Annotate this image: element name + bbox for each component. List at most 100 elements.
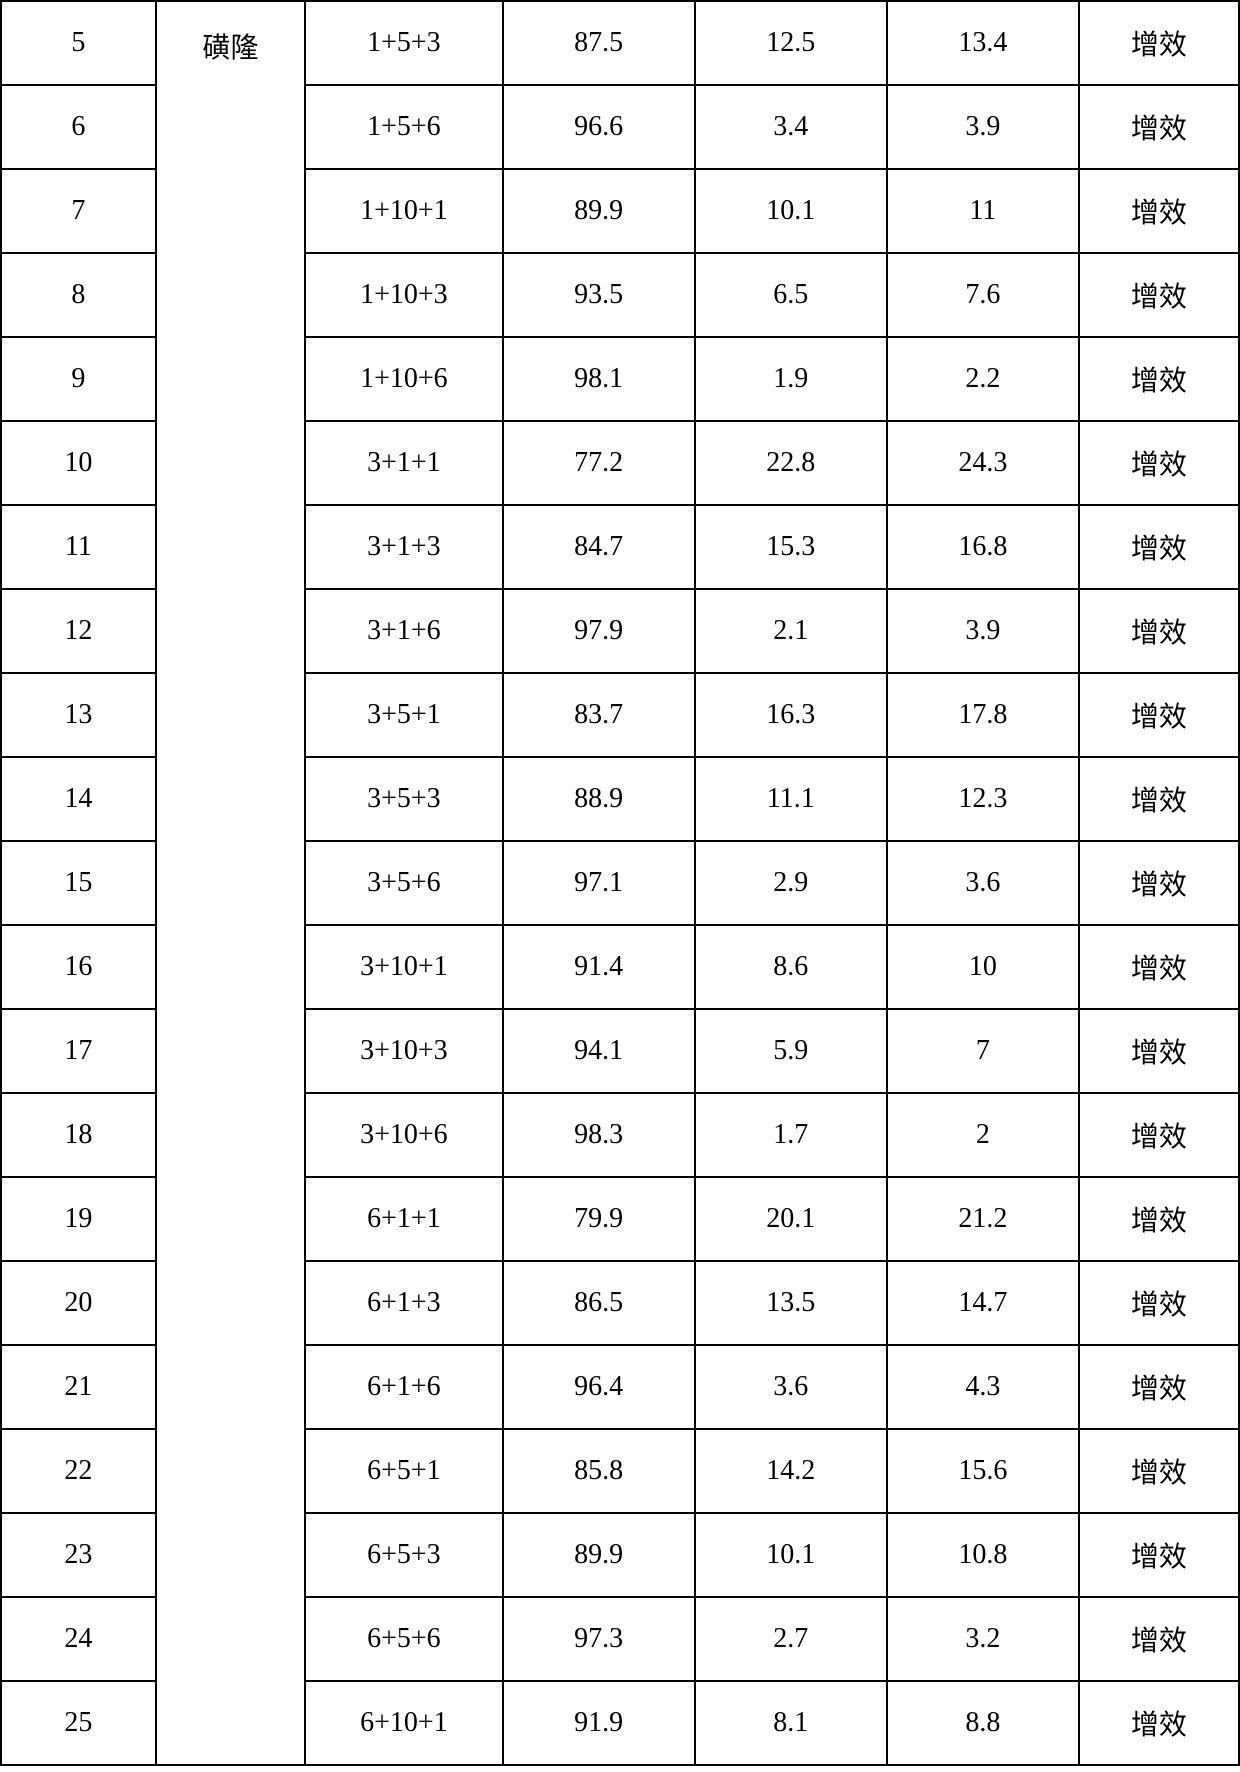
- effect-cell: 增效: [1079, 1345, 1239, 1429]
- value-cell-b: 3.6: [695, 1345, 887, 1429]
- value-cell-c: 16.8: [887, 505, 1079, 589]
- formula-cell: 1+10+6: [305, 337, 502, 421]
- value-cell-b: 2.7: [695, 1597, 887, 1681]
- row-index-cell: 19: [1, 1177, 156, 1261]
- value-cell-c: 3.2: [887, 1597, 1079, 1681]
- value-cell-c: 3.9: [887, 85, 1079, 169]
- formula-cell: 6+1+3: [305, 1261, 502, 1345]
- value-cell-c: 3.9: [887, 589, 1079, 673]
- formula-cell: 3+5+6: [305, 841, 502, 925]
- value-cell-a: 87.5: [503, 1, 695, 85]
- effect-cell: 增效: [1079, 1009, 1239, 1093]
- effect-cell: 增效: [1079, 337, 1239, 421]
- value-cell-c: 7: [887, 1009, 1079, 1093]
- value-cell-a: 91.4: [503, 925, 695, 1009]
- row-index-cell: 23: [1, 1513, 156, 1597]
- formula-cell: 3+10+1: [305, 925, 502, 1009]
- formula-cell: 3+5+3: [305, 757, 502, 841]
- formula-cell: 3+1+6: [305, 589, 502, 673]
- value-cell-a: 83.7: [503, 673, 695, 757]
- effect-cell: 增效: [1079, 841, 1239, 925]
- value-cell-a: 77.2: [503, 421, 695, 505]
- formula-cell: 6+10+1: [305, 1681, 502, 1765]
- value-cell-a: 89.9: [503, 169, 695, 253]
- value-cell-a: 91.9: [503, 1681, 695, 1765]
- value-cell-b: 14.2: [695, 1429, 887, 1513]
- row-index-cell: 24: [1, 1597, 156, 1681]
- value-cell-c: 2.2: [887, 337, 1079, 421]
- formula-cell: 3+10+3: [305, 1009, 502, 1093]
- formula-cell: 1+5+3: [305, 1, 502, 85]
- row-index-cell: 15: [1, 841, 156, 925]
- row-index-cell: 12: [1, 589, 156, 673]
- row-index-cell: 13: [1, 673, 156, 757]
- value-cell-c: 2: [887, 1093, 1079, 1177]
- value-cell-b: 11.1: [695, 757, 887, 841]
- value-cell-b: 13.5: [695, 1261, 887, 1345]
- effect-cell: 增效: [1079, 589, 1239, 673]
- data-table: 5磺隆1+5+387.512.513.4增效61+5+696.63.43.9增效…: [0, 0, 1240, 1766]
- row-index-cell: 7: [1, 169, 156, 253]
- value-cell-c: 13.4: [887, 1, 1079, 85]
- effect-cell: 增效: [1079, 421, 1239, 505]
- value-cell-a: 86.5: [503, 1261, 695, 1345]
- value-cell-a: 98.1: [503, 337, 695, 421]
- value-cell-c: 10: [887, 925, 1079, 1009]
- value-cell-b: 20.1: [695, 1177, 887, 1261]
- value-cell-c: 7.6: [887, 253, 1079, 337]
- value-cell-c: 15.6: [887, 1429, 1079, 1513]
- value-cell-a: 94.1: [503, 1009, 695, 1093]
- merged-label-cell: 磺隆: [156, 1, 305, 1765]
- value-cell-c: 4.3: [887, 1345, 1079, 1429]
- formula-cell: 3+1+1: [305, 421, 502, 505]
- value-cell-c: 12.3: [887, 757, 1079, 841]
- row-index-cell: 10: [1, 421, 156, 505]
- value-cell-c: 8.8: [887, 1681, 1079, 1765]
- value-cell-b: 16.3: [695, 673, 887, 757]
- effect-cell: 增效: [1079, 1597, 1239, 1681]
- formula-cell: 6+1+6: [305, 1345, 502, 1429]
- data-table-container: 5磺隆1+5+387.512.513.4增效61+5+696.63.43.9增效…: [0, 0, 1240, 1766]
- row-index-cell: 17: [1, 1009, 156, 1093]
- value-cell-a: 98.3: [503, 1093, 695, 1177]
- value-cell-c: 10.8: [887, 1513, 1079, 1597]
- value-cell-b: 10.1: [695, 169, 887, 253]
- value-cell-a: 97.1: [503, 841, 695, 925]
- effect-cell: 增效: [1079, 253, 1239, 337]
- value-cell-c: 24.3: [887, 421, 1079, 505]
- value-cell-c: 17.8: [887, 673, 1079, 757]
- effect-cell: 增效: [1079, 85, 1239, 169]
- value-cell-b: 8.6: [695, 925, 887, 1009]
- effect-cell: 增效: [1079, 1681, 1239, 1765]
- row-index-cell: 11: [1, 505, 156, 589]
- effect-cell: 增效: [1079, 925, 1239, 1009]
- value-cell-b: 8.1: [695, 1681, 887, 1765]
- value-cell-b: 2.1: [695, 589, 887, 673]
- formula-cell: 1+5+6: [305, 85, 502, 169]
- value-cell-a: 93.5: [503, 253, 695, 337]
- effect-cell: 增效: [1079, 673, 1239, 757]
- value-cell-c: 21.2: [887, 1177, 1079, 1261]
- value-cell-a: 89.9: [503, 1513, 695, 1597]
- effect-cell: 增效: [1079, 757, 1239, 841]
- row-index-cell: 9: [1, 337, 156, 421]
- formula-cell: 1+10+3: [305, 253, 502, 337]
- row-index-cell: 5: [1, 1, 156, 85]
- formula-cell: 1+10+1: [305, 169, 502, 253]
- value-cell-b: 5.9: [695, 1009, 887, 1093]
- row-index-cell: 16: [1, 925, 156, 1009]
- value-cell-b: 1.9: [695, 337, 887, 421]
- formula-cell: 3+1+3: [305, 505, 502, 589]
- value-cell-a: 96.6: [503, 85, 695, 169]
- value-cell-a: 97.9: [503, 589, 695, 673]
- value-cell-a: 97.3: [503, 1597, 695, 1681]
- effect-cell: 增效: [1079, 1093, 1239, 1177]
- value-cell-b: 2.9: [695, 841, 887, 925]
- value-cell-a: 96.4: [503, 1345, 695, 1429]
- formula-cell: 3+5+1: [305, 673, 502, 757]
- value-cell-b: 22.8: [695, 421, 887, 505]
- value-cell-a: 88.9: [503, 757, 695, 841]
- formula-cell: 3+10+6: [305, 1093, 502, 1177]
- value-cell-c: 3.6: [887, 841, 1079, 925]
- effect-cell: 增效: [1079, 169, 1239, 253]
